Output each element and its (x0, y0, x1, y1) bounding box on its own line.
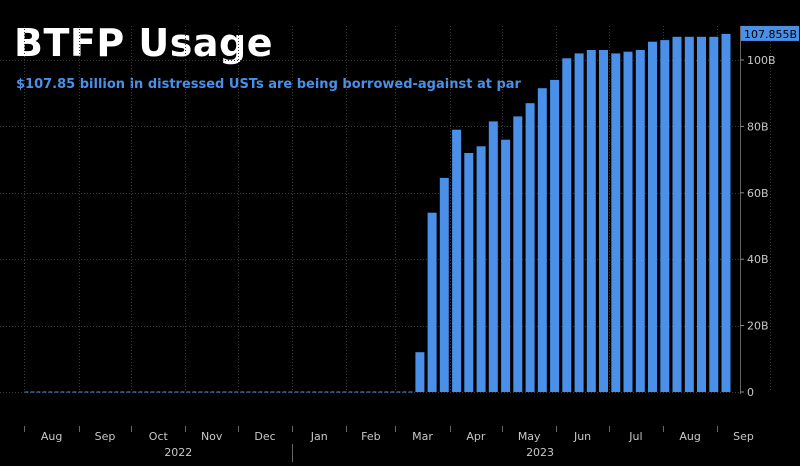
x-tick-label: Sep (95, 430, 116, 443)
bar (537, 88, 547, 392)
x-tick-label: Feb (361, 430, 380, 443)
bar (427, 212, 437, 392)
chart-subtitle: $107.85 billion in distressed USTs are b… (16, 77, 521, 92)
y-tick-label: 0 (747, 386, 754, 399)
bar (476, 146, 486, 392)
x-tick-label: Mar (412, 430, 433, 443)
bar (721, 33, 731, 393)
bar (709, 36, 719, 393)
x-tick-label: Jan (310, 430, 328, 443)
bar (488, 121, 498, 393)
year-label: 2022 (164, 446, 192, 459)
bar (452, 129, 462, 392)
bar (672, 36, 682, 393)
x-tick-label: May (518, 430, 541, 443)
bar (574, 53, 584, 393)
y-tick-label: 80B (747, 120, 769, 133)
y-tick-label: 60B (747, 187, 769, 200)
bar (562, 58, 572, 393)
x-tick-label: Aug (41, 430, 62, 443)
y-tick-label: 40B (747, 253, 769, 266)
bar (599, 50, 608, 392)
bar (415, 352, 425, 392)
bar (550, 79, 560, 393)
x-tick-label: Jun (573, 430, 591, 443)
x-tick-label: Sep (733, 430, 754, 443)
bar (623, 51, 633, 392)
x-tick-label: Aug (679, 430, 700, 443)
bar (684, 36, 694, 393)
last-value-label: 107.855B (744, 28, 797, 41)
bar (635, 50, 645, 392)
chart-title: BTFP Usage (14, 21, 274, 65)
bar (660, 40, 670, 392)
y-tick-label: 100B (747, 54, 776, 67)
bar (697, 36, 706, 393)
last-value-box (741, 25, 799, 41)
bar (501, 139, 511, 392)
year-label: 2023 (526, 446, 554, 459)
bar (611, 53, 621, 393)
bar (586, 50, 596, 392)
x-tick-label: Jul (628, 430, 642, 443)
bar (439, 177, 449, 392)
x-tick-label: Nov (201, 430, 223, 443)
bar (648, 41, 657, 392)
x-tick-label: Apr (466, 430, 486, 443)
x-tick-label: Dec (254, 430, 275, 443)
x-tick-label: Oct (149, 430, 169, 443)
bar (513, 116, 523, 393)
bar (464, 153, 474, 392)
bar (525, 103, 535, 392)
y-tick-label: 20B (747, 320, 769, 333)
